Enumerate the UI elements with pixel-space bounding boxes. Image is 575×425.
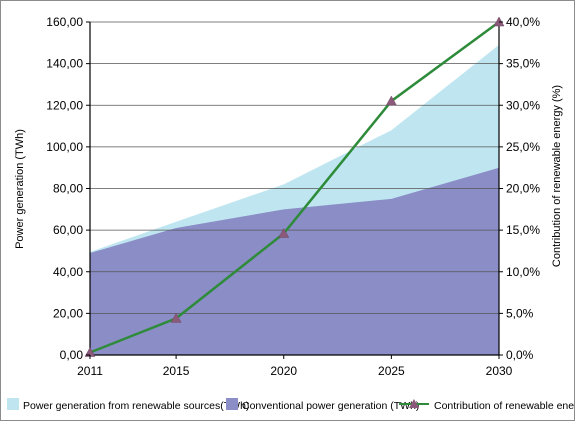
area-layer: [90, 44, 499, 356]
left-tick-label: 140,00: [46, 57, 83, 71]
left-tick-label: 60,00: [53, 223, 83, 237]
legend-label-conventional: Conventional power generation (TWh): [242, 400, 419, 412]
left-tick-labels: 0,00 20,00 40,00 60,00 80,00 100,00 120,00 140,…: [46, 15, 90, 362]
x-tick-label: 2011: [77, 364, 103, 378]
y-axis-right-title: Contribution of renewable energy (%): [551, 85, 563, 267]
right-tick-label: 0,0%: [506, 348, 534, 362]
x-tick-label: 2030: [486, 364, 513, 378]
marker-contribution: [385, 95, 397, 106]
right-tick-label: 30,0%: [506, 98, 540, 112]
legend-label-contribution: Contribution of renewable enerc: [434, 400, 574, 412]
right-tick-label: 5,0%: [506, 306, 534, 320]
legend-label-renewable: Power generation from renewable sources(…: [23, 400, 249, 412]
legend-swatch-conventional: [226, 398, 238, 410]
right-tick-label: 10,0%: [506, 265, 540, 279]
x-tick-label: 2015: [163, 364, 190, 378]
right-tick-label: 20,0%: [506, 182, 540, 196]
right-tick-labels: 0,0% 5,0% 10,0% 15,0% 20,0% 25,0% 30,0% 35,0% 40…: [499, 15, 540, 362]
left-tick-label: 20,00: [53, 306, 83, 320]
legend-marker-contribution: [409, 399, 419, 408]
x-tick-labels: 2011 2015 2020 2025 2030: [77, 355, 513, 378]
legend: Power generation from renewable sources(…: [7, 398, 575, 412]
right-tick-label: 40,0%: [506, 15, 540, 29]
left-tick-label: 40,00: [53, 265, 83, 279]
right-tick-label: 15,0%: [506, 223, 540, 237]
x-tick-label: 2020: [270, 364, 297, 378]
legend-swatch-renewable: [7, 398, 19, 410]
y-axis-left-title: Power generation (TWh): [14, 129, 26, 249]
right-tick-label: 35,0%: [506, 57, 540, 71]
right-tick-label: 25,0%: [506, 140, 540, 154]
left-tick-label: 0,00: [60, 348, 84, 362]
area-conventional: [90, 167, 499, 355]
x-tick-label: 2025: [378, 364, 405, 378]
left-tick-label: 160,00: [46, 15, 83, 29]
marker-contribution: [278, 227, 290, 238]
left-tick-label: 100,00: [46, 140, 83, 154]
left-tick-label: 120,00: [46, 98, 83, 112]
marker-contribution: [170, 312, 182, 323]
left-tick-label: 80,00: [53, 182, 83, 196]
